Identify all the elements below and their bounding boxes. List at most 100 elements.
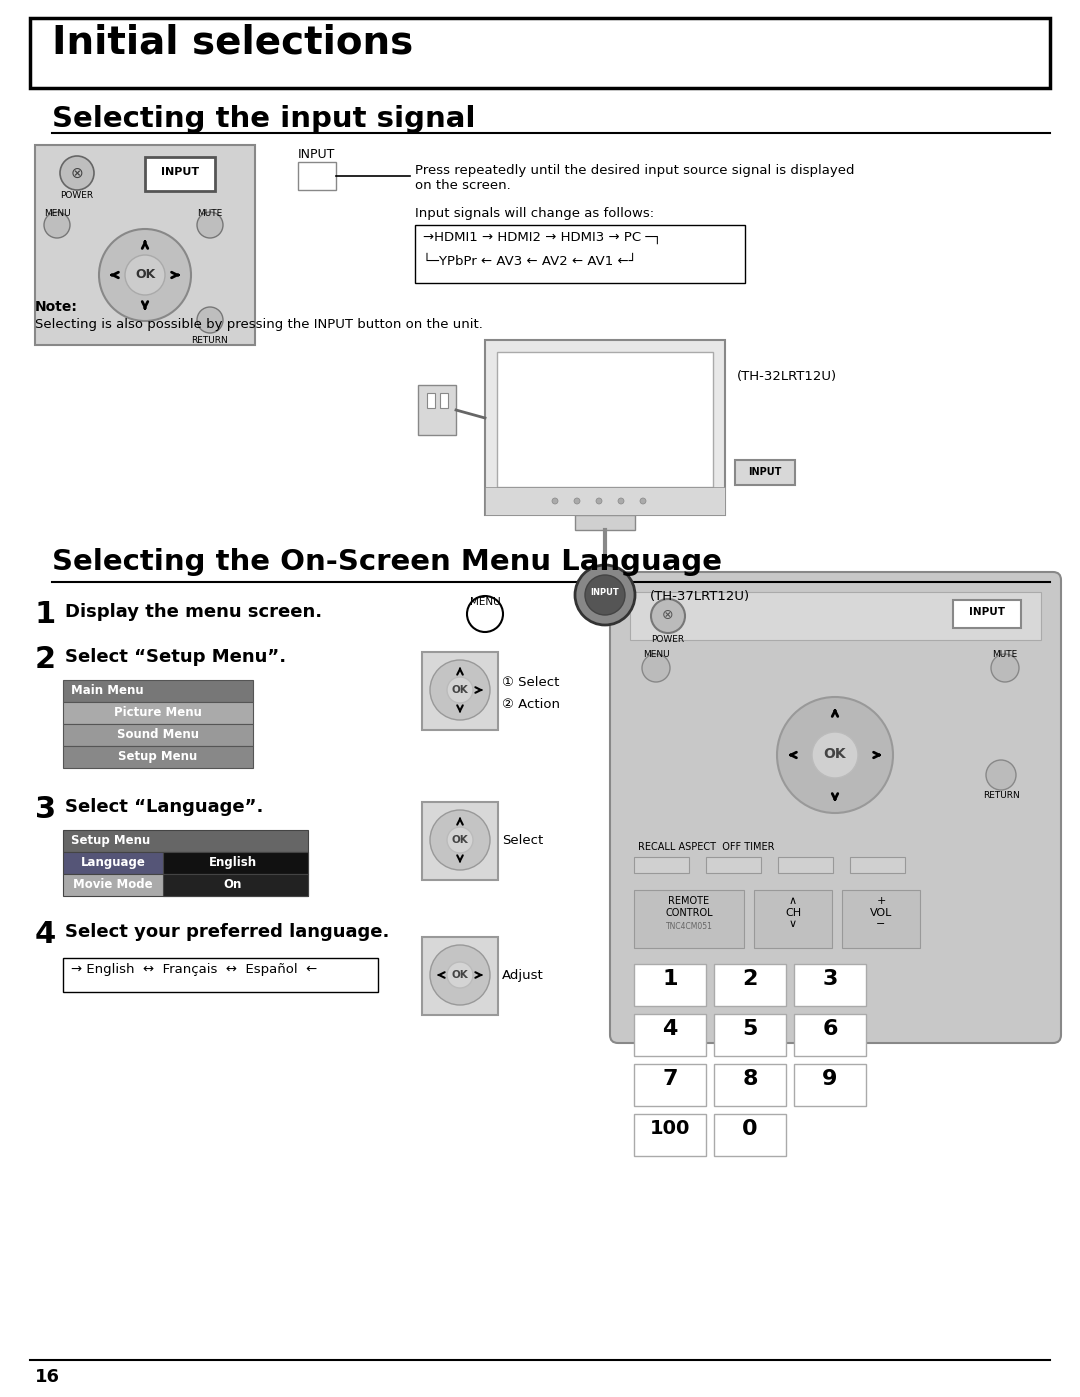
Text: 2: 2 [742,970,758,989]
Bar [714,964,786,1006]
Bar [842,890,920,949]
Bar [850,856,905,873]
Text: 1: 1 [35,599,56,629]
Bar [163,852,308,875]
Text: OK: OK [451,685,469,694]
Bar [63,703,253,724]
Text: POWER: POWER [651,636,685,644]
Text: 6: 6 [822,1018,838,1039]
Circle shape [44,212,70,237]
Bar [415,225,745,284]
Text: Main Menu: Main Menu [71,685,144,697]
Bar [145,156,215,191]
Text: 16: 16 [35,1368,60,1386]
Bar [714,1065,786,1106]
Bar [422,802,498,880]
Circle shape [467,597,503,631]
Text: INPUT: INPUT [591,588,619,597]
Bar [794,964,866,1006]
Text: ① Select: ① Select [502,676,559,689]
Bar [30,18,1050,88]
Text: Initial selections: Initial selections [52,22,414,61]
Text: (TH-32LRT12U): (TH-32LRT12U) [737,370,837,383]
Circle shape [430,659,490,719]
Text: Sound Menu: Sound Menu [117,728,199,740]
Text: Movie Mode: Movie Mode [73,877,152,891]
Circle shape [60,156,94,190]
Bar [63,852,308,875]
Bar [630,592,1041,640]
Text: → English  ↔  Français  ↔  Español  ←: → English ↔ Français ↔ Español ← [71,963,318,977]
Text: Selecting is also possible by pressing the INPUT button on the unit.: Selecting is also possible by pressing t… [35,319,483,331]
Text: OK: OK [451,970,469,981]
Bar [634,890,744,949]
Text: →HDMI1 → HDMI2 → HDMI3 → PC ─┐: →HDMI1 → HDMI2 → HDMI3 → PC ─┐ [423,231,661,244]
Text: RETURN: RETURN [191,337,228,345]
Text: (TH-37LRT12U): (TH-37LRT12U) [650,590,751,604]
Text: Select: Select [502,834,543,847]
Bar [634,964,706,1006]
Bar [735,460,795,485]
Bar [163,875,308,895]
Bar [485,339,725,515]
Text: 2: 2 [35,645,56,673]
Bar [63,680,253,703]
Text: 5: 5 [742,1018,758,1039]
Text: RETURN: RETURN [983,791,1020,800]
Bar [440,393,448,408]
Bar [754,890,832,949]
Circle shape [430,810,490,870]
Bar [714,1014,786,1056]
Text: 100: 100 [650,1119,690,1139]
Text: INPUT: INPUT [748,467,782,476]
Text: 8: 8 [742,1069,758,1090]
Text: Language: Language [81,856,146,869]
Bar [714,1113,786,1155]
Text: 0: 0 [742,1119,758,1139]
Text: 4: 4 [35,921,56,949]
Bar [634,1065,706,1106]
Text: ⊗: ⊗ [662,608,674,622]
Text: MUTE: MUTE [993,650,1017,659]
Circle shape [197,307,222,332]
Text: RECALL ASPECT  OFF TIMER: RECALL ASPECT OFF TIMER [638,842,774,852]
Text: OK: OK [135,268,156,281]
Bar [63,724,253,746]
Bar [418,386,456,434]
Text: INPUT: INPUT [969,608,1005,617]
Text: Adjust: Adjust [502,970,543,982]
Text: Select “Setup Menu”.: Select “Setup Menu”. [65,648,286,666]
Circle shape [552,497,558,504]
Text: └─YPbPr ← AV3 ← AV2 ← AV1 ←┘: └─YPbPr ← AV3 ← AV2 ← AV1 ←┘ [423,256,636,268]
Bar [778,856,833,873]
Circle shape [991,654,1020,682]
Text: English: English [208,856,257,869]
FancyBboxPatch shape [610,571,1061,1044]
Text: 3: 3 [822,970,838,989]
Text: Input signals will change as follows:: Input signals will change as follows: [415,207,654,219]
Bar [63,875,308,895]
Bar [35,145,255,345]
Circle shape [618,497,624,504]
Text: ∧
CH
∨: ∧ CH ∨ [785,895,801,929]
Text: Selecting the input signal: Selecting the input signal [52,105,475,133]
Text: OK: OK [451,835,469,845]
Bar [485,488,725,515]
Text: Display the menu screen.: Display the menu screen. [65,604,322,622]
Circle shape [430,944,490,1004]
Bar [427,393,435,408]
Circle shape [642,654,670,682]
Circle shape [447,678,473,703]
Text: OK: OK [824,747,847,761]
Text: INPUT: INPUT [161,168,199,177]
Text: ② Action: ② Action [502,698,561,711]
Text: Select “Language”.: Select “Language”. [65,798,264,816]
Circle shape [197,212,222,237]
Bar [575,515,635,529]
Circle shape [573,497,580,504]
Text: Setup Menu: Setup Menu [119,750,198,763]
Text: Picture Menu: Picture Menu [114,705,202,719]
Text: 1: 1 [662,970,678,989]
Bar [634,1113,706,1155]
Circle shape [986,760,1016,789]
